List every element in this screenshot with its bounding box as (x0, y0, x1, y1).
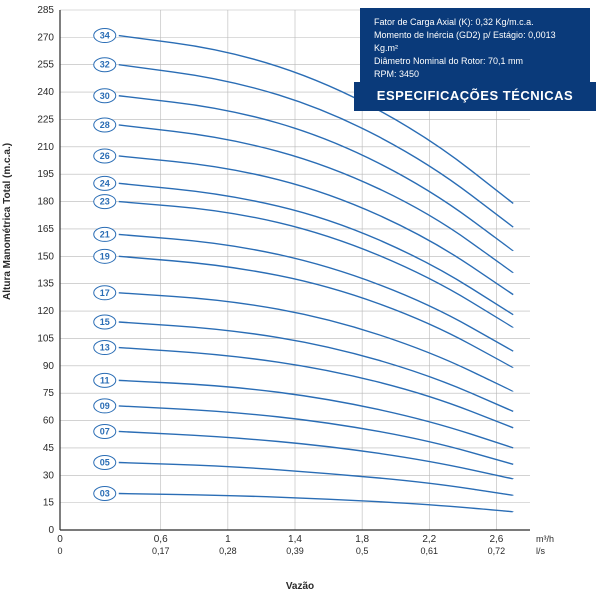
svg-text:135: 135 (37, 279, 54, 290)
y-axis-label: Altura Manométrica Total (m.c.a.) (2, 143, 13, 300)
svg-text:0: 0 (57, 546, 62, 556)
svg-text:105: 105 (37, 333, 54, 344)
svg-text:21: 21 (100, 229, 110, 239)
svg-text:45: 45 (43, 443, 55, 454)
svg-text:1,4: 1,4 (288, 534, 302, 545)
x-axis-label: Vazão (0, 581, 600, 592)
svg-text:195: 195 (37, 169, 54, 180)
spec-line-1: Fator de Carga Axial (K): 0,32 Kg/m.c.a. (374, 16, 576, 29)
svg-text:30: 30 (100, 91, 110, 101)
svg-text:0,17: 0,17 (152, 546, 170, 556)
svg-text:0,5: 0,5 (356, 546, 369, 556)
svg-text:0: 0 (57, 534, 63, 545)
svg-text:1,8: 1,8 (355, 534, 369, 545)
svg-text:19: 19 (100, 251, 110, 261)
spec-banner: ESPECIFICAÇÕES TÉCNICAS (354, 82, 596, 111)
svg-text:2,2: 2,2 (422, 534, 436, 545)
svg-text:34: 34 (100, 31, 110, 41)
svg-text:09: 09 (100, 401, 110, 411)
svg-text:2,6: 2,6 (489, 534, 503, 545)
svg-text:180: 180 (37, 197, 54, 208)
svg-text:0,72: 0,72 (488, 546, 506, 556)
spec-line-4: RPM: 3450 (374, 68, 576, 81)
svg-text:285: 285 (37, 5, 54, 16)
spec-info-box: Fator de Carga Axial (K): 0,32 Kg/m.c.a.… (360, 8, 590, 89)
spec-line-2: Momento de Inércia (GD2) p/ Estágio: 0,0… (374, 29, 576, 55)
svg-text:32: 32 (100, 60, 110, 70)
svg-text:07: 07 (100, 426, 110, 436)
svg-text:75: 75 (43, 388, 55, 399)
svg-text:120: 120 (37, 306, 54, 317)
svg-text:30: 30 (43, 470, 55, 481)
svg-text:13: 13 (100, 343, 110, 353)
svg-text:23: 23 (100, 197, 110, 207)
svg-text:165: 165 (37, 224, 54, 235)
spec-line-3: Diâmetro Nominal do Rotor: 70,1 mm (374, 55, 576, 68)
svg-text:15: 15 (43, 498, 55, 509)
svg-text:28: 28 (100, 120, 110, 130)
svg-text:0,6: 0,6 (154, 534, 168, 545)
svg-text:24: 24 (100, 178, 110, 188)
svg-text:15: 15 (100, 317, 110, 327)
svg-text:m³/h: m³/h (536, 534, 554, 544)
svg-text:1: 1 (225, 534, 231, 545)
svg-text:150: 150 (37, 251, 54, 262)
svg-text:225: 225 (37, 114, 54, 125)
svg-text:11: 11 (100, 375, 110, 385)
svg-text:17: 17 (100, 288, 110, 298)
svg-text:240: 240 (37, 87, 54, 98)
svg-text:90: 90 (43, 361, 55, 372)
svg-text:03: 03 (100, 489, 110, 499)
svg-text:60: 60 (43, 416, 55, 427)
svg-text:05: 05 (100, 457, 110, 467)
svg-text:0: 0 (48, 525, 54, 536)
svg-text:26: 26 (100, 151, 110, 161)
svg-text:0,28: 0,28 (219, 546, 237, 556)
svg-text:270: 270 (37, 32, 54, 43)
svg-text:255: 255 (37, 60, 54, 71)
svg-text:0,61: 0,61 (421, 546, 439, 556)
svg-text:210: 210 (37, 142, 54, 153)
svg-text:0,39: 0,39 (286, 546, 304, 556)
svg-text:l/s: l/s (536, 546, 546, 556)
